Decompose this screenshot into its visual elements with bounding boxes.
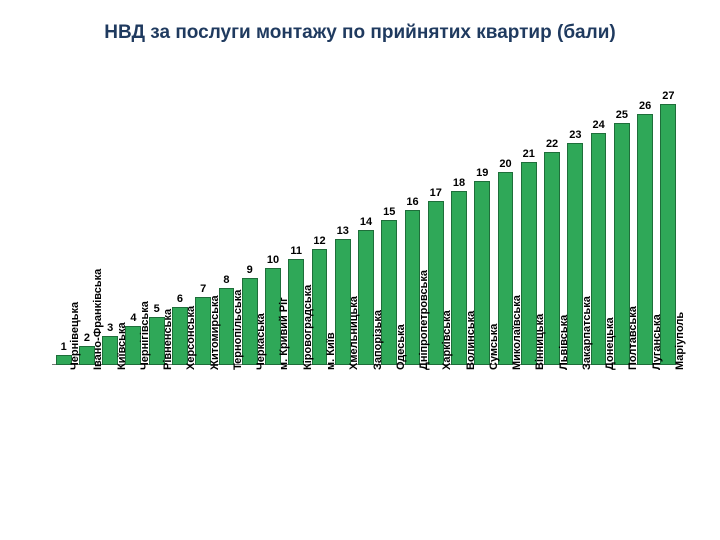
bar-value-label: 9 <box>238 264 261 276</box>
bar-value-label: 7 <box>192 283 215 295</box>
x-axis-category-label: Волинська <box>465 311 477 370</box>
bar-value-label: 20 <box>494 158 517 170</box>
x-axis-category-label: Чернігівська <box>139 301 151 370</box>
x-axis-category-label: м. Кривий Ріг <box>278 297 290 370</box>
x-axis-category-label: Закарпатська <box>581 296 593 370</box>
x-axis-category-label: Вінницька <box>534 314 546 370</box>
x-axis-category-label: Житомирська <box>209 295 221 370</box>
x-axis-category-label: Херсонська <box>185 306 197 370</box>
bar-value-label: 27 <box>657 90 680 102</box>
x-axis-labels: ЧернівецькаІвано-ФранківськаКиївськаЧерн… <box>52 370 680 530</box>
bar-value-label: 17 <box>424 187 447 199</box>
x-axis-category-label: Дніпропетровська <box>418 270 430 370</box>
x-axis-category-label: Маріуполь <box>674 312 686 370</box>
bar-value-label: 13 <box>331 225 354 237</box>
bar-value-label: 8 <box>215 274 238 286</box>
bar-value-label: 10 <box>261 254 284 266</box>
bar-value-label: 21 <box>517 148 540 160</box>
bar-value-label: 12 <box>308 235 331 247</box>
x-axis-category-label: Луганська <box>651 314 663 370</box>
x-axis-category-label: Черкаська <box>255 313 267 370</box>
x-axis-category-label: Київська <box>116 322 128 370</box>
x-axis-category-label: Кіровоградська <box>302 285 314 370</box>
bar-value-label: 22 <box>540 138 563 150</box>
x-axis-category-label: Запорізька <box>372 310 384 370</box>
bar-value-label: 14 <box>354 216 377 228</box>
x-axis-category-label: Харківська <box>441 310 453 370</box>
bar-value-label: 16 <box>401 196 424 208</box>
x-axis-category-label: м. Київ <box>325 332 337 370</box>
x-axis-category-label: Рівненська <box>162 309 174 370</box>
bar-value-label: 26 <box>633 100 656 112</box>
chart-title: НВД за послуги монтажу по прийнятих квар… <box>0 22 720 44</box>
x-axis-category-label: Миколаївська <box>511 295 523 370</box>
bar-value-label: 6 <box>168 293 191 305</box>
x-axis-category-label: Сумська <box>488 324 500 370</box>
x-axis-category-label: Львівська <box>558 315 570 370</box>
bar-value-label: 25 <box>610 109 633 121</box>
bar-value-label: 24 <box>587 119 610 131</box>
bar-value-label: 15 <box>378 206 401 218</box>
x-axis-category-label: Чернівецька <box>69 302 81 370</box>
bar-value-label: 11 <box>285 245 308 257</box>
x-axis-category-label: Донецька <box>604 317 616 370</box>
x-axis-category-label: Хмельницька <box>348 296 360 370</box>
bar-value-label: 23 <box>564 129 587 141</box>
x-axis-category-label: Одеська <box>395 324 407 370</box>
bar-value-label: 18 <box>447 177 470 189</box>
x-axis-category-label: Полтавська <box>627 306 639 370</box>
x-axis-category-label: Івано-Франківська <box>92 269 104 370</box>
x-axis-category-label: Тернопільська <box>232 290 244 370</box>
bar-value-label: 19 <box>471 167 494 179</box>
